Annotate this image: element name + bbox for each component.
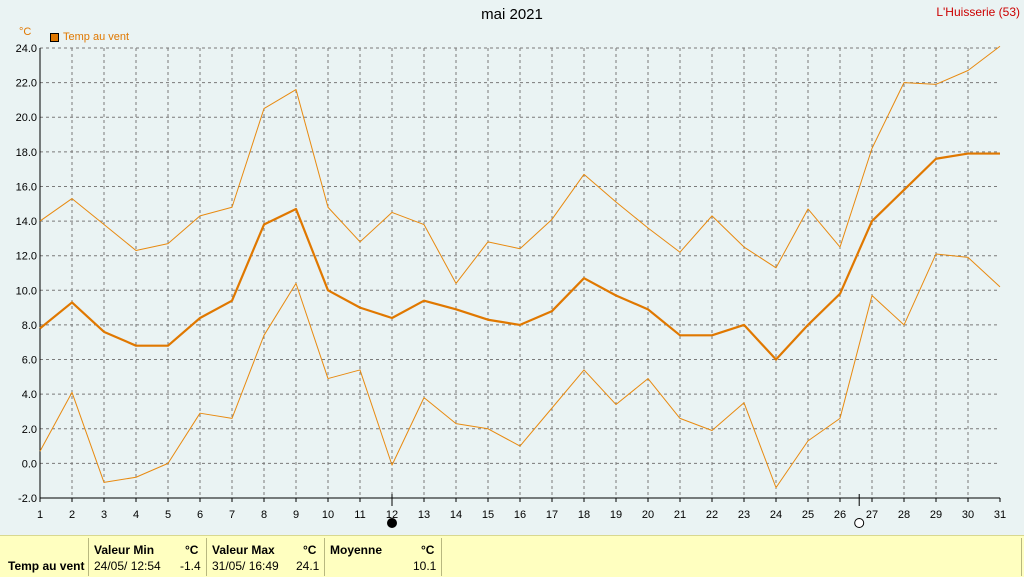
x-tick-label: 30 xyxy=(962,509,974,521)
y-tick-label: 18.0 xyxy=(16,147,37,159)
y-tick-label: -2.0 xyxy=(18,493,37,505)
legend-label: Temp au vent xyxy=(63,31,130,43)
x-tick-label: 17 xyxy=(546,509,558,521)
x-tick-label: 22 xyxy=(706,509,718,521)
x-tick-label: 29 xyxy=(930,509,942,521)
x-tick-label: 23 xyxy=(738,509,750,521)
legend-swatch xyxy=(50,32,59,42)
avg-header: Moyenne xyxy=(330,543,383,557)
footer-separator xyxy=(1021,538,1022,576)
x-tick-label: 5 xyxy=(165,509,171,521)
x-tick-label: 1 xyxy=(37,509,43,521)
y-tick-label: 24.0 xyxy=(16,43,37,55)
x-tick-label: 6 xyxy=(197,509,203,521)
y-tick-label: 4.0 xyxy=(22,389,37,401)
y-tick-label: 12.0 xyxy=(16,251,37,263)
y-tick-label: 10.0 xyxy=(16,285,37,297)
avg-unit: °C xyxy=(421,543,435,557)
x-tick-label: 12 xyxy=(386,509,398,521)
x-tick-label: 28 xyxy=(898,509,910,521)
y-tick-label: 0.0 xyxy=(22,458,37,470)
min-date: 24/05/ 12:54 xyxy=(94,559,161,573)
x-tick-label: 24 xyxy=(770,509,782,521)
min-header: Valeur Min xyxy=(94,543,155,557)
y-tick-label: 6.0 xyxy=(22,355,37,367)
moon-phase-full-icon xyxy=(854,518,865,528)
x-tick-label: 4 xyxy=(133,509,139,521)
x-tick-label: 11 xyxy=(354,509,365,521)
footer-row-label: Temp au vent xyxy=(8,559,85,573)
y-axis-unit: °C xyxy=(19,26,32,38)
footer-separator xyxy=(324,538,325,576)
min-unit: °C xyxy=(185,543,199,557)
x-tick-label: 20 xyxy=(642,509,654,521)
footer-separator xyxy=(88,538,89,576)
x-tick-label: 15 xyxy=(482,509,494,521)
x-tick-label: 8 xyxy=(261,509,267,521)
footer-separator xyxy=(441,538,442,576)
x-tick-label: 18 xyxy=(578,509,590,521)
x-tick-label: 21 xyxy=(674,509,686,521)
max-value: 24.1 xyxy=(296,559,320,573)
y-tick-label: 22.0 xyxy=(16,78,37,90)
legend: Temp au vent xyxy=(50,31,129,43)
x-tick-label: 9 xyxy=(293,509,299,521)
y-tick-label: 14.0 xyxy=(16,216,37,228)
avg-value: 10.1 xyxy=(413,559,437,573)
y-tick-label: 2.0 xyxy=(22,424,37,436)
series-line-min xyxy=(39,253,1001,489)
series-line-max xyxy=(39,45,1001,284)
x-tick-label: 19 xyxy=(610,509,622,521)
x-tick-label: 26 xyxy=(834,509,846,521)
y-tick-label: 8.0 xyxy=(22,320,37,332)
x-tick-label: 31 xyxy=(994,509,1006,521)
max-header: Valeur Max xyxy=(212,543,275,557)
max-unit: °C xyxy=(303,543,317,557)
station-name: L'Huisserie (53) xyxy=(936,5,1020,19)
x-tick-label: 10 xyxy=(322,509,334,521)
x-tick-label: 14 xyxy=(450,509,462,521)
x-tick-label: 27 xyxy=(866,509,878,521)
x-tick-label: 7 xyxy=(229,509,235,521)
chart-title: mai 2021 xyxy=(481,6,543,23)
stats-footer: Temp au vent Valeur Min °C 24/05/ 12:54 … xyxy=(0,535,1024,577)
series-line-moyenne xyxy=(39,152,1000,361)
min-value: -1.4 xyxy=(180,559,201,573)
max-date: 31/05/ 16:49 xyxy=(212,559,279,573)
x-tick-label: 3 xyxy=(101,509,107,521)
moon-phase-new-icon xyxy=(387,518,397,528)
x-tick-label: 25 xyxy=(802,509,814,521)
x-tick-label: 16 xyxy=(514,509,526,521)
y-tick-label: 20.0 xyxy=(16,112,37,124)
y-tick-label: 16.0 xyxy=(16,181,37,193)
x-tick-label: 2 xyxy=(69,509,75,521)
footer-separator xyxy=(206,538,207,576)
x-tick-label: 13 xyxy=(418,509,430,521)
